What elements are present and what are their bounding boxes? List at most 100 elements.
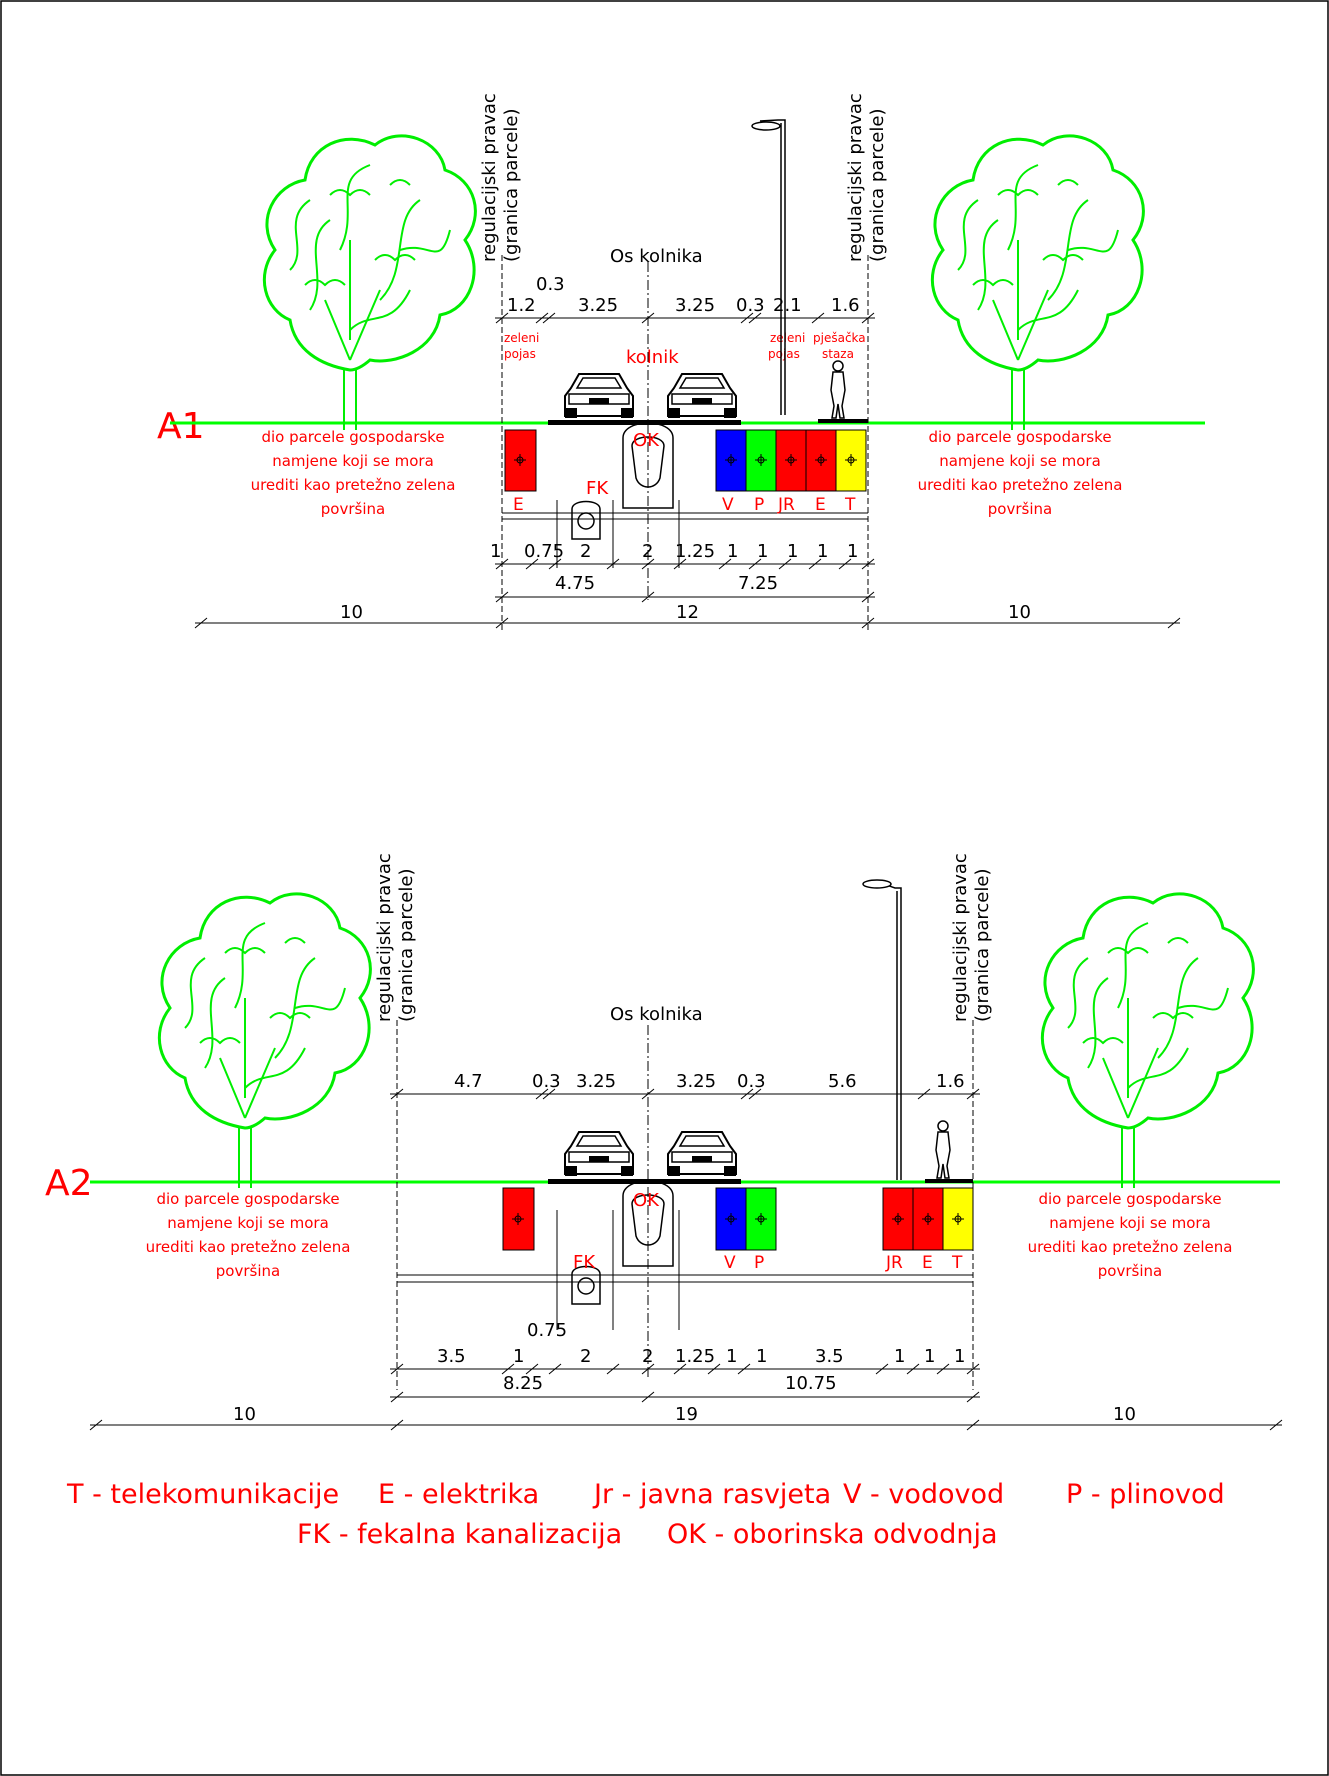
sidewalk-slab <box>925 1179 973 1183</box>
dimension-value: 0.3 <box>532 1071 561 1092</box>
legend: T - telekomunikacije E - elektrika Jr - … <box>66 1479 1225 1550</box>
svg-text:urediti kao pretežno zelena: urediti kao pretežno zelena <box>146 1238 351 1256</box>
dimension-value: 3.5 <box>815 1346 844 1367</box>
dimension-value: 2 <box>642 541 653 562</box>
dimension-value: 0.75 <box>524 541 564 562</box>
svg-text:dio parcele gospodarske: dio parcele gospodarske <box>261 428 444 446</box>
dimension-value: 2 <box>642 1346 653 1367</box>
pedestrian-icon <box>935 1120 951 1179</box>
dimension-value: 1.2 <box>507 295 536 316</box>
dimension-value: 4.7 <box>454 1071 483 1092</box>
dimension-value: 0.3 <box>536 274 565 295</box>
tree-icon <box>157 892 372 1190</box>
dimension-value: 10 <box>340 602 363 623</box>
dimension-value: 0.3 <box>736 295 765 316</box>
car-icon <box>667 1131 737 1177</box>
dimension-value: 1 <box>894 1346 905 1367</box>
parcel-note-left: dio parcele gospodarske namjene koji se … <box>251 428 456 518</box>
utility-label: P <box>754 1253 764 1273</box>
utility-label: JR <box>885 1253 903 1273</box>
dimension-value: 0.3 <box>737 1071 766 1092</box>
utility-label: E <box>815 495 826 515</box>
section-a2: A2 regulacijski pravac (granica parcele)… <box>45 853 1283 1431</box>
svg-text:površina: površina <box>321 500 385 518</box>
sidewalk-slab <box>818 419 868 423</box>
dimension-value: 3.25 <box>675 295 715 316</box>
dimension-value: 1 <box>954 1346 965 1367</box>
dimension-value: 1 <box>756 1346 767 1367</box>
regulation-label: regulacijski pravac <box>950 853 971 1022</box>
dimension-value: 1.6 <box>936 1071 965 1092</box>
tree-icon <box>930 134 1145 432</box>
dimension-value: 2 <box>580 1346 591 1367</box>
dimension-value: 10 <box>233 1404 256 1425</box>
parcel-note-right: dio parcele gospodarske namjene koji se … <box>1028 1190 1233 1280</box>
roadway-label: kolnik <box>626 347 679 368</box>
utility-label: E <box>513 495 524 515</box>
dimension-value: 1 <box>924 1346 935 1367</box>
tree-icon <box>1040 892 1255 1190</box>
regulation-label: regulacijski pravac <box>479 93 500 262</box>
fk-label: FK <box>586 478 609 499</box>
section-a2-label: A2 <box>45 1163 93 1204</box>
pedestrian-icon <box>830 360 846 419</box>
ok-label: OK <box>633 1190 660 1211</box>
sidewalk-label: pješačka <box>813 331 866 345</box>
legend-item: FK - fekalna kanalizacija <box>297 1519 622 1550</box>
dimension-value: 3.5 <box>437 1346 466 1367</box>
green-strip-label: zeleni <box>504 331 539 345</box>
dimension-value: 10 <box>1113 1404 1136 1425</box>
ok-label: OK <box>633 430 660 451</box>
car-icon <box>564 1131 634 1177</box>
dimension-value: 3.25 <box>578 295 618 316</box>
green-strip-label: pojas <box>504 347 536 361</box>
regulation-label: regulacijski pravac <box>845 93 866 262</box>
dimension-value: 1 <box>513 1346 524 1367</box>
dimension-value: 1 <box>847 541 858 562</box>
parcel-note-left: dio parcele gospodarske namjene koji se … <box>146 1190 351 1280</box>
green-strip-label: pojas <box>768 347 800 361</box>
tree-icon <box>262 134 477 432</box>
utility-label: P <box>754 495 764 515</box>
dimension-value: 2 <box>580 541 591 562</box>
dimension-value: 1.25 <box>675 1346 715 1367</box>
dimension-value: 1 <box>726 1346 737 1367</box>
green-strip-label: zeleni <box>770 331 805 345</box>
svg-text:dio parcele gospodarske: dio parcele gospodarske <box>156 1190 339 1208</box>
utility-electric <box>912 1187 944 1251</box>
utility-label: T <box>844 495 856 515</box>
regulation-label: (granica parcele) <box>396 869 417 1022</box>
dimension-value: 7.25 <box>738 573 778 594</box>
dimension-value: 1 <box>787 541 798 562</box>
dimension-value: 3.25 <box>576 1071 616 1092</box>
utility-telecom <box>835 429 867 492</box>
parcel-note-right: dio parcele gospodarske namjene koji se … <box>918 428 1123 518</box>
sidewalk-label: staza <box>822 347 854 361</box>
dimension-value: 10.75 <box>785 1373 837 1394</box>
axis-label: Os kolnika <box>610 246 703 267</box>
utility-label: V <box>724 1253 736 1273</box>
dimension-value: 5.6 <box>828 1071 857 1092</box>
svg-text:namjene koji se mora: namjene koji se mora <box>167 1214 329 1232</box>
section-a1-label: A1 <box>157 406 205 447</box>
svg-text:urediti kao pretežno zelena: urediti kao pretežno zelena <box>1028 1238 1233 1256</box>
regulation-label: (granica parcele) <box>867 109 888 262</box>
utility-label: T <box>951 1253 963 1273</box>
dimension-value: 0.75 <box>527 1320 567 1341</box>
street-lamp-icon <box>759 119 786 415</box>
utility-label: JR <box>777 495 795 515</box>
regulation-label: (granica parcele) <box>501 109 522 262</box>
svg-text:namjene koji se mora: namjene koji se mora <box>1049 1214 1211 1232</box>
dimension-value: 2.1 <box>773 295 802 316</box>
legend-item: E - elektrika <box>378 1479 539 1510</box>
car-icon <box>667 373 737 419</box>
dimension-value: 1 <box>490 541 501 562</box>
dimension-value: 19 <box>675 1404 698 1425</box>
svg-text:namjene koji se mora: namjene koji se mora <box>272 452 434 470</box>
svg-text:površina: površina <box>988 500 1052 518</box>
dimension-value: 1 <box>727 541 738 562</box>
utility-label: E <box>922 1253 933 1273</box>
svg-text:urediti kao pretežno zelena: urediti kao pretežno zelena <box>918 476 1123 494</box>
legend-item: V - vodovod <box>843 1479 1004 1510</box>
